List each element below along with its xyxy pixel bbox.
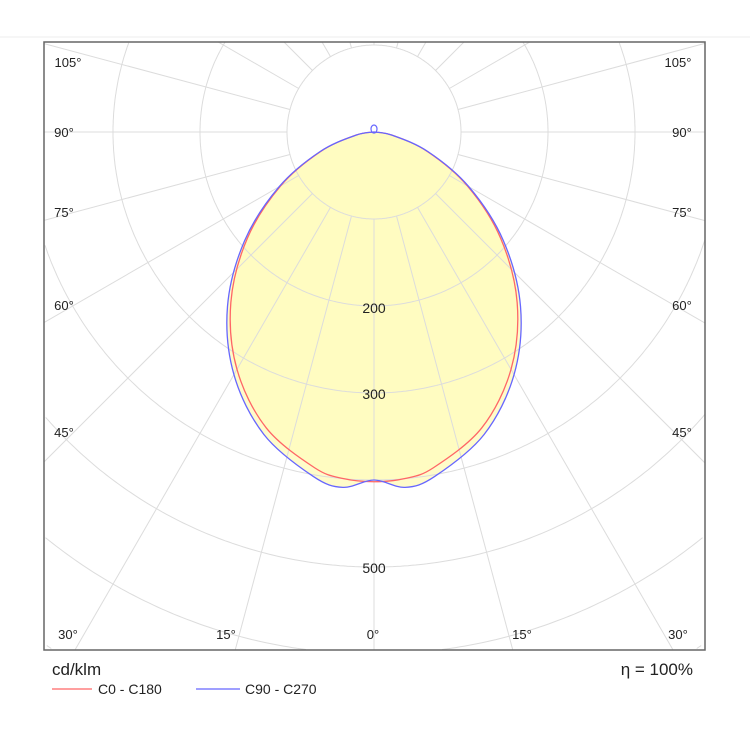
top-loop-mark xyxy=(370,124,378,134)
grid-ray-45 xyxy=(435,193,705,464)
plot-frame xyxy=(43,41,706,651)
series-curve-c90-c270 xyxy=(226,131,522,488)
grid-ray-345 xyxy=(234,215,352,650)
grid-ring-600 xyxy=(45,537,703,650)
angle-label-left-60: 60° xyxy=(54,298,74,313)
grid-ray-15 xyxy=(396,215,514,650)
angle-label-bottom-15-left: 15° xyxy=(216,627,236,642)
grid-ray-105 xyxy=(457,42,705,110)
grid-ray-210 xyxy=(321,42,331,57)
grid-ray-315 xyxy=(44,193,313,463)
angle-label-left-45: 45° xyxy=(54,425,74,440)
grid-ring-200 xyxy=(199,42,549,307)
legend-label-c0-c180: C0 - C180 xyxy=(98,681,162,697)
angle-label-right-90: 90° xyxy=(672,125,692,140)
angle-label-left-75: 75° xyxy=(54,205,74,220)
legend-label-c90-c270: C90 - C270 xyxy=(245,681,317,697)
grid-ray-300 xyxy=(44,175,299,323)
grid-ray-75 xyxy=(457,154,705,222)
grid-ring-500 xyxy=(45,414,705,568)
grid-ray-195 xyxy=(349,42,352,49)
angle-label-right-60: 60° xyxy=(672,298,692,313)
grid-ray-240 xyxy=(217,42,299,89)
angle-label-left-105: 105° xyxy=(55,55,82,70)
radial-label-300: 300 xyxy=(362,386,386,402)
unit-label: cd/klm xyxy=(52,660,101,679)
grid-ray-225 xyxy=(283,42,313,71)
grid-ray-60 xyxy=(449,175,705,324)
angle-label-bottom-15-right: 15° xyxy=(512,627,532,642)
series-curve-c0-c180 xyxy=(229,131,519,483)
radial-label-200: 200 xyxy=(362,300,386,316)
angle-label-bottom-0: 0° xyxy=(367,627,379,642)
angle-label-bottom-30-right: 30° xyxy=(668,627,688,642)
grid-ray-285 xyxy=(44,154,291,221)
grid-ray-165 xyxy=(396,42,399,49)
grid-ray-120 xyxy=(449,42,531,89)
grid-ring-700 xyxy=(46,645,702,649)
angle-label-bottom-30-left: 30° xyxy=(58,627,78,642)
grid-ring-300 xyxy=(112,42,636,394)
grid-ray-150 xyxy=(417,42,427,57)
angle-label-right-75: 75° xyxy=(672,205,692,220)
angle-label-left-90: 90° xyxy=(54,125,74,140)
efficiency-label: η = 100% xyxy=(621,660,693,679)
grid-ray-330 xyxy=(74,207,331,650)
radial-label-500: 500 xyxy=(362,560,386,576)
grid-ray-30 xyxy=(417,207,674,650)
grid-ray-255 xyxy=(44,43,291,110)
angle-label-right-45: 45° xyxy=(672,425,692,440)
grid-ray-135 xyxy=(435,42,465,71)
angle-label-right-105: 105° xyxy=(665,55,692,70)
